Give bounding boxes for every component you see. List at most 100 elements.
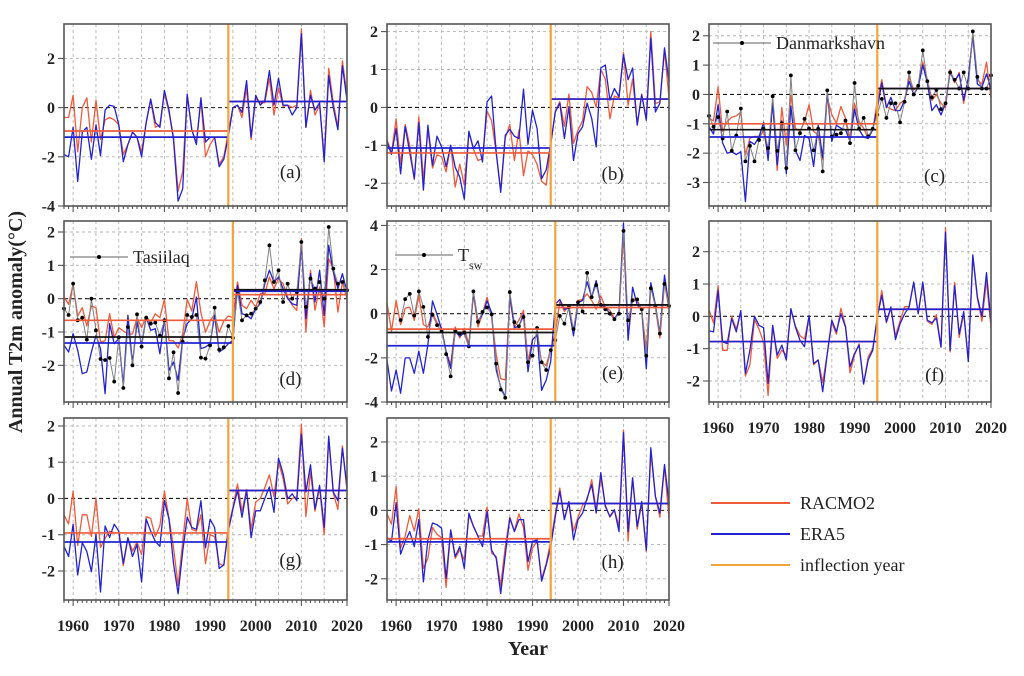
station-point [738, 106, 743, 111]
y-tick-label: 1 [692, 277, 700, 294]
station-point [276, 268, 281, 273]
station-point [285, 281, 290, 286]
panels: -4 -2 0 2 (a) -2 -1 0 1 2 (b) -3 -2 -1 0 1 2 (c) Danmarksh… [42, 23, 1007, 635]
x-tick-label: 2020 [653, 618, 685, 635]
y-tick-label: -2 [365, 350, 378, 367]
era5-line [386, 222, 670, 398]
station-point [135, 312, 139, 317]
station-point [658, 331, 662, 336]
station-point [784, 166, 789, 171]
station-point [902, 99, 907, 104]
station-point [530, 353, 535, 358]
station-point [331, 266, 336, 271]
y-tick-label: 1 [370, 62, 378, 79]
x-tick-label: 1970 [103, 618, 135, 635]
station-point [267, 243, 272, 248]
station-point [476, 319, 480, 324]
x-tick-label: 2020 [975, 420, 1007, 437]
y-tick-label: 2 [47, 51, 55, 68]
y-tick-label: -1 [42, 527, 55, 544]
station-name-subscript: sw [469, 258, 483, 272]
station-point [430, 312, 435, 317]
legend-label-inflection-year: inflection year [800, 555, 904, 575]
station-point [412, 313, 417, 318]
y-tick-label: 2 [47, 418, 55, 435]
panel-e: -4 -2 0 2 4 (e) Tsw [365, 218, 671, 412]
station-point [66, 313, 71, 317]
y-tick-label: 2 [370, 24, 378, 41]
station-point [416, 289, 421, 294]
panel-label: (d) [279, 369, 301, 390]
station-point [861, 116, 866, 120]
y-tick-label: -2 [687, 146, 700, 163]
x-tick-label: 2010 [930, 420, 962, 437]
station-point [130, 363, 135, 368]
station-legend-marker [422, 253, 426, 257]
station-point [272, 280, 276, 284]
station-point [94, 328, 98, 333]
panel-label: (f) [925, 365, 944, 386]
station-point [340, 280, 345, 284]
station-point [240, 318, 244, 323]
station-point [208, 343, 212, 348]
station-point [407, 291, 412, 296]
station-point [630, 298, 635, 303]
panel-frame [63, 417, 348, 601]
x-tick-label: 1980 [471, 618, 503, 635]
station-point [594, 283, 599, 287]
x-axis-label: Year [508, 638, 548, 660]
legend: RACMO2 ERA5 inflection year [711, 493, 904, 575]
panel-label: (e) [602, 363, 623, 384]
y-tick-label: -2 [42, 563, 55, 580]
panel-g: -2 -1 0 1 2 1960 1970 1980 1990 2000 2010 2020 (g) [42, 417, 363, 635]
station-point [893, 101, 898, 106]
station-point [644, 353, 649, 358]
y-tick-label: -3 [687, 175, 700, 192]
station-point [84, 337, 89, 342]
panel-frame [386, 23, 670, 207]
station-point [929, 95, 934, 100]
y-tick-label: 2 [370, 262, 378, 279]
x-tick-label: 1970 [748, 420, 780, 437]
station-point [112, 379, 117, 384]
y-tick-label: -2 [42, 358, 55, 375]
y-tick-label: 2 [370, 434, 378, 451]
station-point [621, 229, 626, 233]
station-legend: Tasiilaq [70, 247, 190, 267]
station-point [185, 313, 190, 317]
y-axis-label: Annual T2m anomaly(°C) [5, 211, 27, 433]
station-point [485, 305, 489, 310]
y-tick-label: -2 [687, 373, 700, 390]
station-point [212, 305, 217, 310]
y-tick-label: -2 [365, 571, 378, 588]
station-point [153, 320, 158, 325]
station-point [398, 318, 403, 323]
station-legend: Tsw [395, 245, 483, 272]
station-point [335, 281, 340, 286]
station-point [925, 79, 930, 84]
y-tick-label: 0 [370, 306, 378, 323]
station-point [308, 276, 313, 281]
station-point [617, 311, 621, 316]
x-tick-label: 1990 [517, 618, 549, 635]
station-point [299, 240, 304, 244]
station-point [852, 81, 857, 85]
station-point [526, 360, 530, 365]
y-tick-label: 0 [370, 100, 378, 117]
y-tick-label: 2 [692, 244, 700, 261]
legend-label-era5: ERA5 [800, 524, 845, 544]
era5-line [386, 37, 670, 200]
station-point [421, 304, 426, 309]
panel-label: (a) [280, 162, 301, 183]
y-tick-label: -4 [365, 395, 378, 412]
station-point [498, 387, 503, 392]
station-point [612, 317, 617, 322]
station-line [400, 230, 670, 399]
era5-line [63, 243, 348, 395]
station-point [752, 159, 757, 164]
station-point [317, 280, 322, 284]
y-tick-label: -1 [687, 341, 700, 358]
station-legend-marker [740, 41, 744, 45]
y-tick-label: 1 [47, 258, 55, 275]
station-point [589, 295, 594, 300]
